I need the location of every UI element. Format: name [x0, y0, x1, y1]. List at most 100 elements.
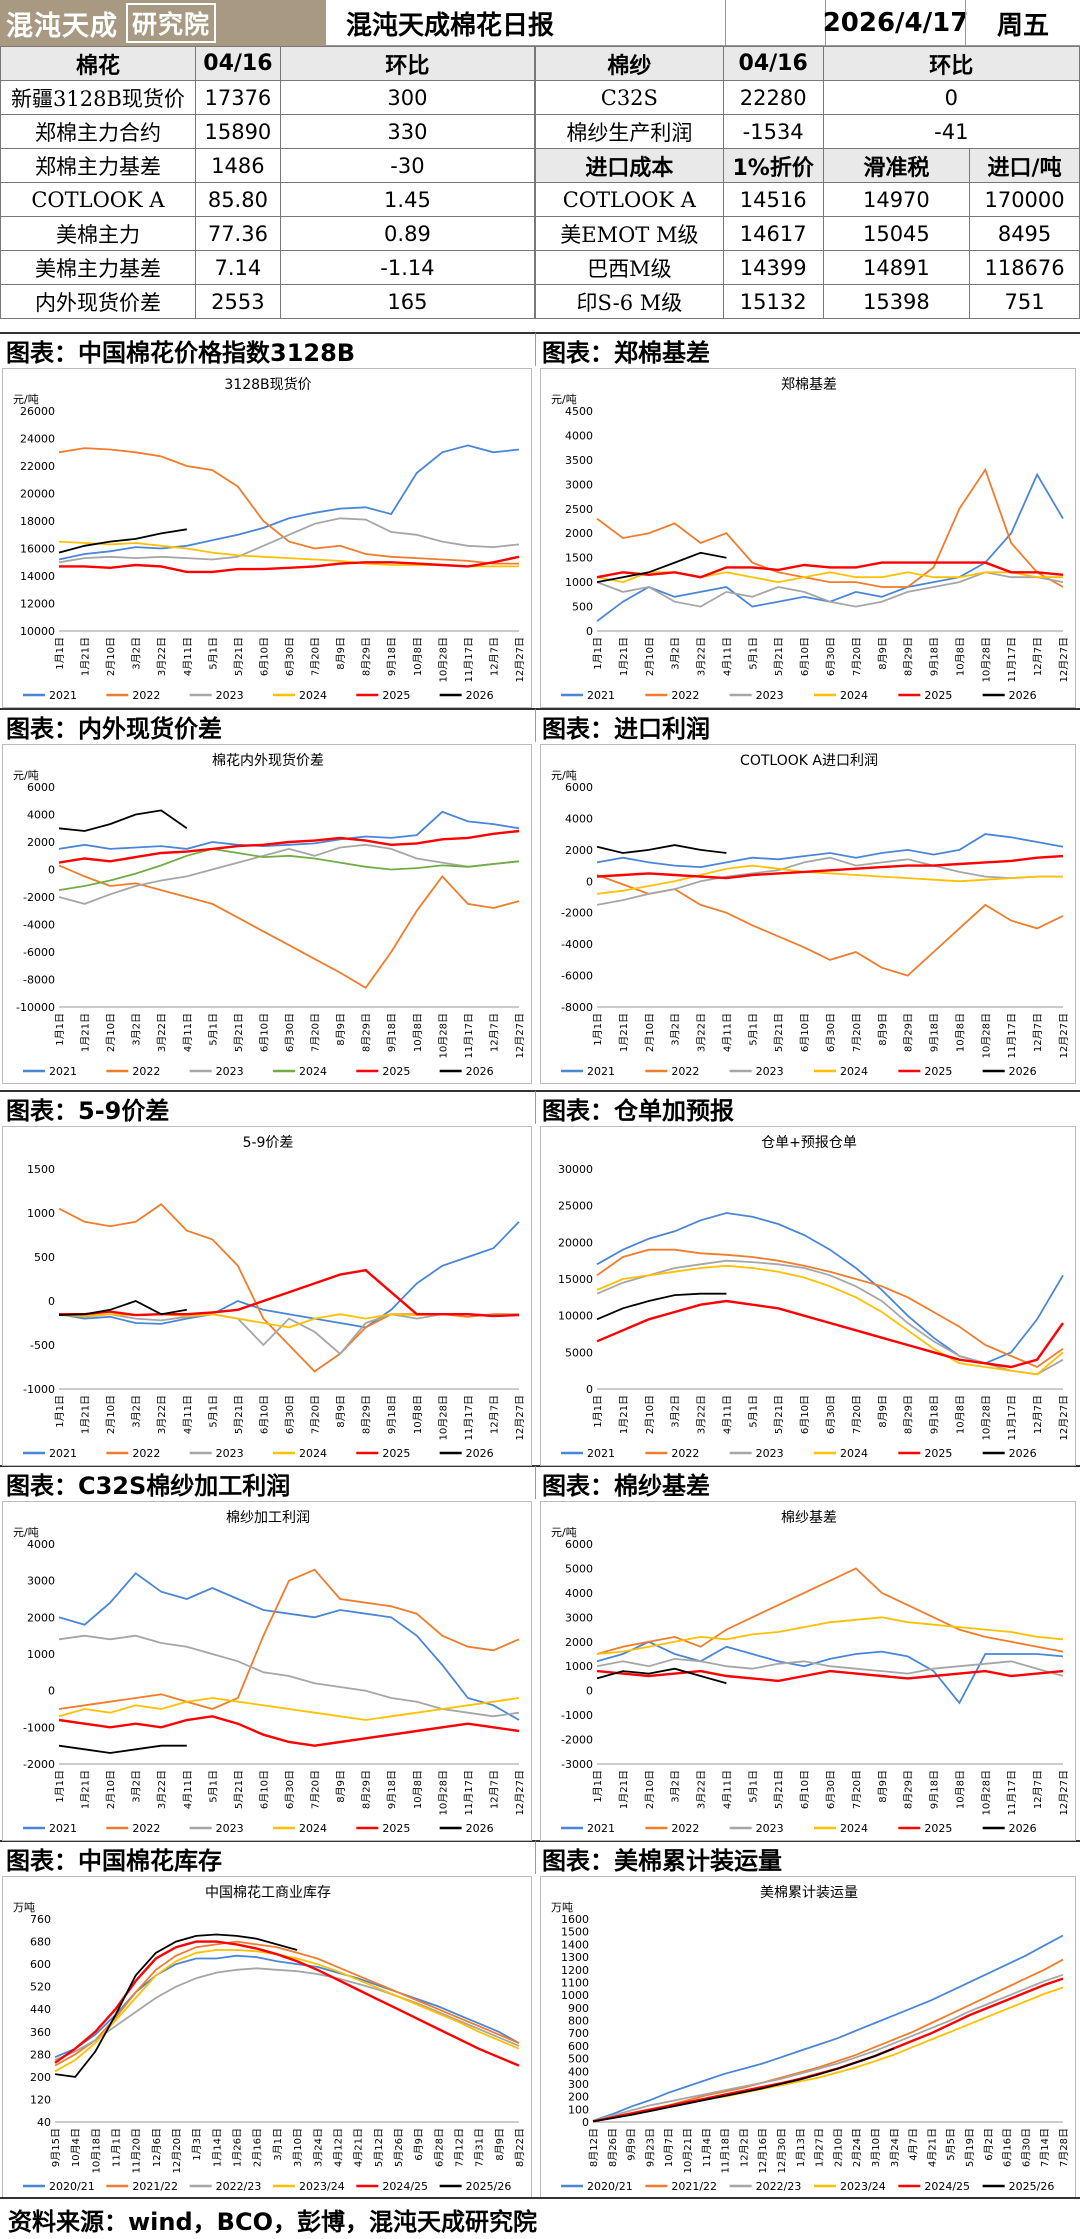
section-title: 图表：5-9价差	[0, 1090, 535, 1125]
legend-label: 2022/23	[756, 2180, 802, 2193]
cotton-row-cell: 15890	[194, 114, 281, 149]
series-line-2025	[596, 561, 1064, 579]
y-tick-label: 25000	[558, 1200, 593, 1213]
legend-label: 2024	[840, 1447, 868, 1460]
x-tick-label: 9月18日	[386, 1013, 398, 1052]
x-tick-label: 2月10日	[105, 1770, 117, 1809]
y-axis-label: 元/吨	[13, 393, 39, 406]
x-tick-label: 7月12日	[453, 2128, 465, 2167]
legend-label: 2021	[49, 1065, 77, 1078]
logo-text: 混沌天成	[6, 10, 118, 42]
x-tick-label: 3月2日	[131, 637, 143, 670]
series-line-2020/21	[592, 1934, 1064, 2122]
legend-label: 2025	[382, 689, 410, 702]
legend-label: 2021	[49, 1447, 77, 1460]
x-tick-label: 10月8日	[954, 1770, 966, 1809]
x-tick-label: 5月1日	[747, 1770, 759, 1803]
x-tick-label: 1月1日	[54, 637, 66, 670]
legend-label: 2026	[466, 689, 494, 702]
legend-label: 2023	[216, 1447, 244, 1460]
x-tick-label: 11月20日	[131, 2128, 143, 2173]
yarn-cell: C32S	[535, 80, 724, 115]
x-tick-label: 1月1日	[54, 1395, 66, 1428]
x-tick-label: 3月22日	[156, 1013, 168, 1052]
chart-title: 3128B现货价	[224, 376, 311, 393]
legend-label: 2022/23	[216, 2180, 262, 2193]
x-tick-label: 6月10日	[799, 1013, 811, 1052]
x-tick-label: 5月21日	[233, 1013, 245, 1052]
x-tick-label: 11月17日	[1006, 637, 1018, 682]
x-tick-label: 9月9日	[626, 2128, 638, 2161]
x-tick-label: 2月10日	[105, 1013, 117, 1052]
legend-label: 2022	[671, 1447, 699, 1460]
legend-label: 2023/24	[840, 2180, 886, 2193]
yarn-cell: -41	[822, 114, 1080, 149]
x-tick-label: 7月20日	[851, 1395, 863, 1434]
series-line-2024/25	[54, 1940, 520, 2067]
x-tick-label: 6月30日	[284, 1013, 296, 1052]
legend-label: 2024	[299, 1447, 327, 1460]
y-tick-label: 1500	[561, 1926, 589, 1939]
y-axis-label: 元/吨	[551, 769, 577, 782]
legend-label: 2025	[924, 1822, 952, 1835]
x-tick-label: 4月11日	[182, 1395, 194, 1434]
legend-label: 2022	[132, 1065, 160, 1078]
series-line-2023	[596, 1259, 1064, 1376]
x-tick-label: 4月21日	[353, 2128, 365, 2167]
import-header-row-cell: 进口成本	[535, 148, 724, 183]
chart-title: 棉纱加工利润	[226, 1509, 310, 1526]
series-line-2024	[58, 847, 520, 891]
x-tick-label: 12月6日	[151, 2128, 163, 2167]
legend-label: 2025/26	[466, 2180, 512, 2193]
yarn-cell: -1534	[722, 114, 824, 149]
y-tick-label: 20000	[558, 1236, 593, 1249]
x-tick-label: 11月1日	[111, 2128, 123, 2167]
y-tick-label: 2000	[565, 527, 593, 540]
yarn-cell: 棉纱生产利润	[535, 114, 724, 149]
yarn-table: 棉纱 04/16 环比 C32S 22280 0 棉纱生产利润 -1534 -41 进口成本 1%折…	[535, 46, 1080, 319]
x-tick-label: 2月10日	[832, 2128, 844, 2167]
x-tick-label: 8月29日	[361, 1770, 373, 1809]
report-title: 混沌天成棉花日报	[325, 0, 725, 46]
legend-label: 2024	[299, 1822, 327, 1835]
series-line-2023	[596, 571, 1064, 608]
legend-label: 2025	[924, 689, 952, 702]
yarn-cell: 0	[822, 80, 1080, 115]
x-tick-label: 8月12日	[588, 2128, 600, 2167]
import-row-cell: 14516	[722, 182, 824, 217]
legend-label: 2023/24	[299, 2180, 345, 2193]
y-tick-label: 440	[30, 2003, 51, 2016]
x-tick-label: 1月21日	[80, 1013, 92, 1052]
x-tick-label: 9月18日	[386, 637, 398, 676]
legend-label: 2021	[587, 1065, 615, 1078]
chart-5: 仓单+预报仓单 0 5000 10000 15000 20000 25000 30000 1月1…	[540, 1126, 1076, 1466]
y-tick-label: 100	[568, 2103, 589, 2116]
import-row-cell: 15398	[822, 284, 971, 319]
y-tick-label: -4000	[561, 938, 593, 951]
series-line-2021/22	[54, 1940, 520, 2067]
x-tick-label: 10月8日	[954, 637, 966, 676]
y-tick-label: 5000	[565, 1346, 593, 1359]
legend-label: 2021	[587, 1447, 615, 1460]
x-tick-label: 11月18日	[720, 2128, 732, 2173]
x-tick-label: 11月17日	[1006, 1013, 1018, 1058]
x-tick-label: 7月20日	[310, 637, 322, 676]
y-tick-label: 500	[34, 1251, 55, 1264]
y-tick-label: 1000	[565, 576, 593, 589]
x-tick-label: 10月21日	[682, 2128, 694, 2173]
series-line-2023/24	[592, 1986, 1064, 2123]
y-tick-label: -2000	[561, 907, 593, 920]
series-line-2021	[596, 472, 1064, 622]
x-tick-label: 8月9日	[494, 2128, 506, 2161]
y-tick-label: 0	[582, 2116, 589, 2129]
chart-title: 棉花内外现货价差	[212, 752, 324, 769]
y-tick-label: 3000	[27, 1575, 55, 1588]
chart-title: 中国棉花工商业库存	[205, 1884, 331, 1901]
source-footer: 资料来源：wind，BCO，彭博，混沌天成研究院	[0, 2197, 1080, 2239]
series-line-2026	[596, 1667, 727, 1685]
y-tick-label: 4000	[565, 429, 593, 442]
cotton-header-row-cell: 环比	[279, 46, 536, 81]
y-tick-label: -8000	[561, 1001, 593, 1014]
x-tick-label: 8月9日	[335, 1013, 347, 1046]
